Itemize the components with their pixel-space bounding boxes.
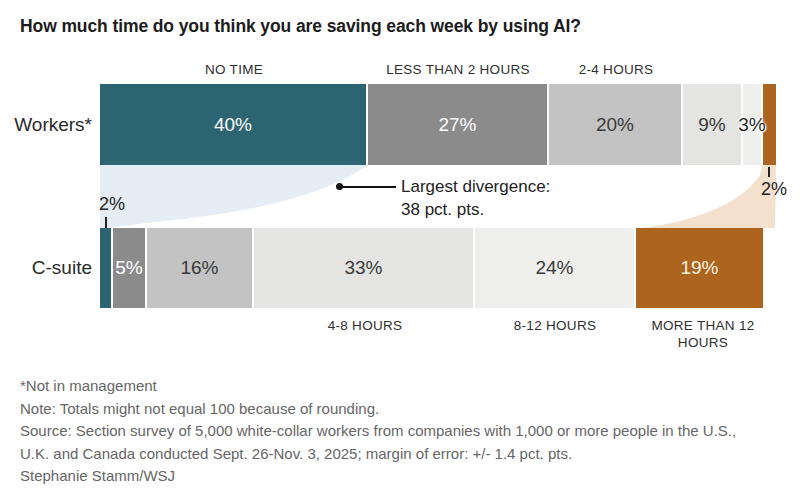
workers-segment-no-time: 40%: [100, 84, 368, 165]
axis-label-less-than-2-hours: LESS THAN 2 HOURS: [358, 61, 558, 78]
chart-container: How much time do you think you are savin…: [0, 0, 800, 497]
segment-value-label: 16%: [180, 257, 218, 279]
annotation-line2: 38 pct. pts.: [401, 198, 550, 221]
csuite-segment-2-4-hours: 16%: [147, 228, 254, 308]
csuite-bar: 5% 16% 33% 24% 19%: [100, 228, 763, 308]
footnotes: *Not in management Note: Totals might no…: [20, 375, 744, 488]
workers-segment-2-4-hours: 20%: [549, 84, 683, 165]
annotation-dot: [336, 183, 343, 190]
axis-label-no-time: NO TIME: [159, 61, 309, 78]
chart-title: How much time do you think you are savin…: [20, 16, 780, 37]
axis-label-4-8-hours: 4-8 HOURS: [290, 317, 440, 334]
axis-label-more-than-12-hours: MORE THAN 12 HOURS: [628, 317, 778, 351]
workers-2pct-tick: [768, 167, 770, 177]
csuite-segment-more-than-12-hours: 19%: [636, 228, 763, 308]
segment-value-label: 40%: [214, 114, 252, 136]
row-label-csuite: C-suite: [0, 257, 92, 279]
csuite-segment-8-12-hours: 24%: [475, 228, 636, 308]
segment-value-label: 5%: [115, 257, 142, 279]
segment-value-label: 19%: [680, 257, 718, 279]
segment-value-label: 24%: [535, 257, 573, 279]
workers-segment-less-than-2-hours: 27%: [368, 84, 549, 165]
segment-value-label: 33%: [344, 257, 382, 279]
segment-value-label: 27%: [438, 114, 476, 136]
annotation-text: Largest divergence: 38 pct. pts.: [401, 175, 550, 221]
workers-segment-8-12-hours: 3%: [743, 84, 763, 165]
workers-segment-4-8-hours: 9%: [683, 84, 743, 165]
annotation-line1: Largest divergence:: [401, 175, 550, 198]
csuite-segment-4-8-hours: 33%: [254, 228, 475, 308]
no-time-flow-shape: [100, 165, 368, 228]
segment-value-label: 3%: [738, 114, 765, 136]
footnote-credit: Stephanie Stamm/WSJ: [20, 465, 744, 488]
footnote-asterisk: *Not in management: [20, 375, 744, 398]
csuite-segment-less-than-2-hours: 5%: [113, 228, 147, 308]
row-label-workers: Workers*: [0, 114, 92, 136]
segment-value-label: 9%: [698, 114, 725, 136]
axis-label-2-4-hours: 2-4 HOURS: [541, 61, 691, 78]
annotation-line: [343, 186, 396, 188]
footnote-source: Source: Section survey of 5,000 white-co…: [20, 420, 744, 465]
footnote-note: Note: Totals might not equal 100 because…: [20, 398, 744, 421]
axis-label-8-12-hours: 8-12 HOURS: [480, 317, 630, 334]
segment-value-label: 20%: [596, 114, 634, 136]
workers-2pct-label: 2%: [752, 179, 796, 200]
workers-bar: 40% 27% 20% 9% 3%: [100, 84, 776, 165]
csuite-segment-no-time: [100, 228, 113, 308]
csuite-2pct-label: 2%: [99, 194, 125, 215]
csuite-2pct-tick: [105, 217, 107, 228]
